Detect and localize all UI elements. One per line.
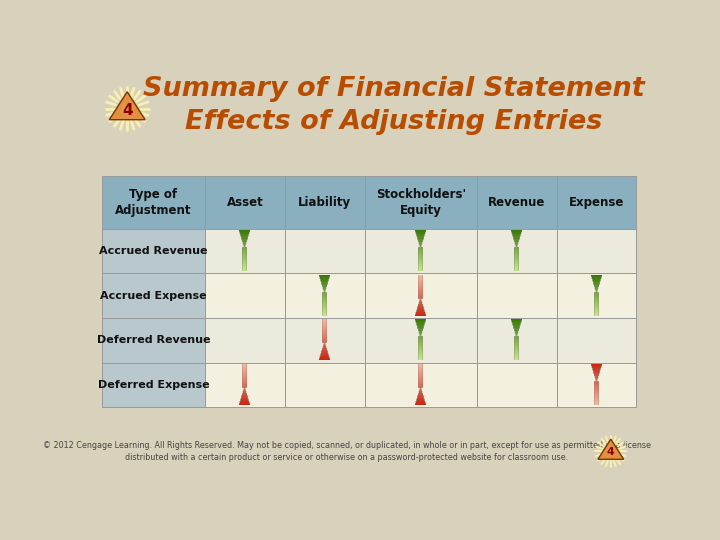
Bar (205, 273, 285, 318)
Bar (477, 318, 557, 363)
Bar (364, 229, 477, 273)
Bar (102, 363, 205, 408)
Polygon shape (598, 439, 624, 459)
Polygon shape (606, 447, 614, 454)
Bar (102, 229, 205, 273)
Text: Accrued Revenue: Accrued Revenue (99, 246, 207, 256)
Bar (364, 273, 477, 318)
Text: 4: 4 (122, 103, 132, 118)
Text: Revenue: Revenue (488, 196, 546, 209)
Bar (557, 363, 636, 408)
Text: Stockholders'
Equity: Stockholders' Equity (376, 188, 466, 217)
Bar (285, 318, 364, 363)
Bar (102, 177, 205, 229)
Bar (477, 229, 557, 273)
Bar (477, 273, 557, 318)
Text: Type of
Adjustment: Type of Adjustment (115, 188, 192, 217)
Polygon shape (120, 102, 132, 112)
Text: Effects of Adjusting Entries: Effects of Adjusting Entries (186, 109, 603, 135)
Bar (205, 363, 285, 408)
Bar (364, 318, 477, 363)
Text: 4: 4 (607, 447, 615, 457)
Bar (285, 177, 364, 229)
Bar (102, 318, 205, 363)
Text: Accrued Expense: Accrued Expense (100, 291, 207, 301)
Bar (364, 177, 477, 229)
Text: Summary of Financial Statement: Summary of Financial Statement (143, 77, 645, 103)
Bar (557, 318, 636, 363)
Text: Deferred Revenue: Deferred Revenue (96, 335, 210, 346)
Bar (557, 177, 636, 229)
Text: © 2012 Cengage Learning. All Rights Reserved. May not be copied, scanned, or dup: © 2012 Cengage Learning. All Rights Rese… (42, 441, 651, 462)
Bar (557, 273, 636, 318)
Polygon shape (109, 92, 145, 120)
Text: Liability: Liability (298, 196, 351, 209)
Bar (102, 273, 205, 318)
Bar (285, 363, 364, 408)
Bar (285, 273, 364, 318)
Bar (205, 177, 285, 229)
Bar (285, 229, 364, 273)
Text: Expense: Expense (569, 196, 624, 209)
Bar (477, 363, 557, 408)
Bar (557, 229, 636, 273)
Text: Asset: Asset (227, 196, 264, 209)
Bar (205, 229, 285, 273)
Bar (205, 318, 285, 363)
Bar (364, 363, 477, 408)
Text: Deferred Expense: Deferred Expense (97, 380, 209, 390)
Bar (477, 177, 557, 229)
